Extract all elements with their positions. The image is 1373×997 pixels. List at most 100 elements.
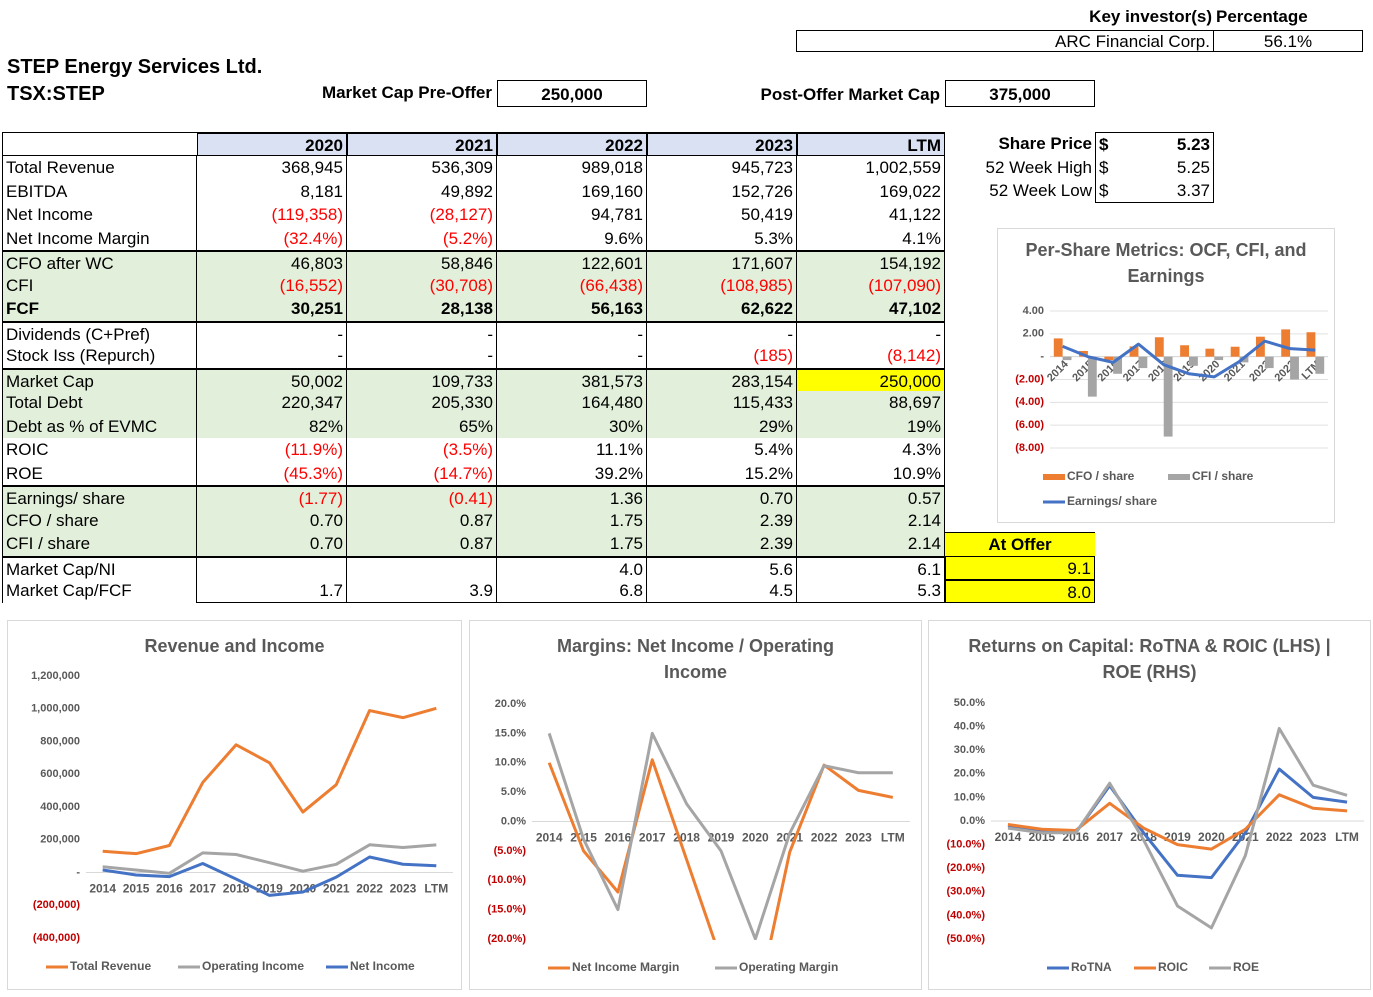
cell: (32.4%) bbox=[197, 226, 347, 250]
y-tick-label: (15.0%) bbox=[487, 904, 526, 916]
y-tick-label: 15.0% bbox=[495, 727, 526, 739]
y-tick-label: 20.0% bbox=[954, 768, 985, 780]
bar bbox=[1315, 356, 1325, 374]
line-series bbox=[1007, 793, 1348, 851]
line-series bbox=[1007, 767, 1348, 880]
plot: 50.0% 40.0% 30.0% 20.0% 10.0% 0.0% (10.0%) (20.… bbox=[946, 697, 1364, 974]
quote-value: 5.25 bbox=[1130, 155, 1214, 179]
cell: (108,985) bbox=[647, 273, 797, 297]
chart-title: Per-Share Metrics: OCF, CFI, and Earning… bbox=[1025, 240, 1307, 286]
cell: 19% bbox=[797, 414, 945, 438]
cell: - bbox=[797, 320, 945, 344]
row-label: Market Cap bbox=[2, 367, 197, 391]
row-label: Debt as % of EVMC bbox=[2, 414, 197, 438]
chart: Margins: Net Income / Operating Income 20… bbox=[469, 620, 922, 990]
header-cell bbox=[2, 132, 197, 156]
x-tick-label: 2016 bbox=[605, 831, 632, 845]
cell: 0.70 bbox=[197, 532, 347, 556]
y-tick-label: (40.0%) bbox=[946, 909, 985, 921]
cell: (30,708) bbox=[347, 273, 497, 297]
y-tick-label: 200,000 bbox=[40, 834, 80, 846]
quote-value: 3.37 bbox=[1130, 179, 1214, 203]
bar bbox=[1104, 356, 1114, 361]
x-tick-label: 2018 bbox=[223, 882, 250, 896]
bar bbox=[1113, 356, 1123, 374]
cell: (119,358) bbox=[197, 203, 347, 227]
x-tick-label: 2022 bbox=[811, 831, 838, 845]
x-tick-label: 2017 bbox=[1096, 830, 1123, 844]
line-series bbox=[547, 731, 893, 940]
cell: 4.5 bbox=[647, 579, 797, 603]
y-tick-label: 1,000,000 bbox=[31, 703, 80, 715]
y-tick-label: (20.0%) bbox=[487, 933, 526, 945]
line-series bbox=[102, 855, 437, 897]
y-tick-label: (4.00) bbox=[1015, 396, 1044, 408]
ticker: TSX:STEP bbox=[7, 83, 105, 105]
bar bbox=[1129, 346, 1139, 357]
at-offer-value: 8.0 bbox=[945, 579, 1095, 603]
legend-label: CFI / share bbox=[1192, 469, 1254, 483]
cell: 1.75 bbox=[497, 508, 647, 532]
cell: 283,154 bbox=[647, 367, 797, 391]
y-tick-label: 800,000 bbox=[40, 735, 80, 747]
column-header: LTM bbox=[797, 132, 945, 156]
cell: 49,892 bbox=[347, 179, 497, 203]
row-label: Dividends (C+Pref) bbox=[2, 320, 197, 344]
cell: - bbox=[347, 344, 497, 368]
cell: (28,127) bbox=[347, 203, 497, 227]
plot: 4.002.00-(2.00)(4.00)(6.00)(8.00)2014 201… bbox=[1015, 305, 1328, 508]
cell: 169,160 bbox=[497, 179, 647, 203]
cell: 536,309 bbox=[347, 156, 497, 180]
y-tick-label: 40.0% bbox=[954, 721, 985, 733]
y-tick-label: (200,000) bbox=[33, 899, 80, 911]
bar bbox=[1264, 356, 1274, 369]
cell: 109,733 bbox=[347, 367, 497, 391]
cell: 152,726 bbox=[647, 179, 797, 203]
y-tick-label: (10.0%) bbox=[487, 874, 526, 886]
cell: 1.36 bbox=[497, 485, 647, 509]
legend-label: Earnings/ share bbox=[1067, 494, 1157, 508]
y-tick-label: (8.00) bbox=[1015, 442, 1044, 454]
cell: 0.57 bbox=[797, 485, 945, 509]
bar bbox=[1281, 329, 1291, 357]
chart: Revenue and Income 1,200,000 1,000,000 800,… bbox=[7, 620, 462, 990]
cell: 154,192 bbox=[797, 250, 945, 274]
line-series bbox=[102, 706, 437, 856]
x-tick-label: LTM bbox=[881, 831, 905, 845]
row-label: Net Income bbox=[2, 203, 197, 227]
cell: (3.5%) bbox=[347, 438, 497, 462]
bar bbox=[1180, 345, 1189, 357]
cell: (5.2%) bbox=[347, 226, 497, 250]
cell: 62,622 bbox=[647, 297, 797, 321]
cell: 0.87 bbox=[347, 532, 497, 556]
value: 250,000 bbox=[497, 80, 647, 107]
row-label: FCF bbox=[2, 297, 197, 321]
cell: 122,601 bbox=[497, 250, 647, 274]
cell: 28,138 bbox=[347, 297, 497, 321]
column-header: 2020 bbox=[197, 132, 347, 156]
y-tick-label: 30.0% bbox=[954, 744, 985, 756]
bar bbox=[1306, 332, 1316, 357]
quote-label: 52 Week Low bbox=[989, 181, 1092, 200]
cell: 9.6% bbox=[497, 226, 647, 250]
company-name: STEP Energy Services Ltd. bbox=[7, 56, 263, 78]
legend-label: Operating Income bbox=[202, 959, 304, 973]
x-tick-label: 2022 bbox=[356, 882, 383, 896]
cell: (0.41) bbox=[347, 485, 497, 509]
cell: 169,022 bbox=[797, 179, 945, 203]
cell: 6.8 bbox=[497, 579, 647, 603]
plot: 20.0% 15.0% 10.0% 5.0% 0.0% (5.0%) (10.0%) (15.… bbox=[487, 698, 910, 974]
y-tick-label: 0.0% bbox=[501, 815, 526, 827]
cell: 164,480 bbox=[497, 391, 647, 415]
y-tick-label: (2.00) bbox=[1015, 373, 1044, 385]
column-header: 2022 bbox=[497, 132, 647, 156]
row-label: Stock Iss (Repurch) bbox=[2, 344, 197, 368]
quote-value: 5.23 bbox=[1130, 132, 1214, 156]
chart-title: Margins: Net Income / Operating Income bbox=[556, 636, 835, 682]
y-tick-label: 0.0% bbox=[960, 815, 985, 827]
cell: 29% bbox=[647, 414, 797, 438]
y-tick-label: 10.0% bbox=[954, 791, 985, 803]
cell: 56,163 bbox=[497, 297, 647, 321]
currency: $ bbox=[1095, 132, 1130, 156]
label: Post-Offer Market Cap bbox=[760, 85, 940, 104]
